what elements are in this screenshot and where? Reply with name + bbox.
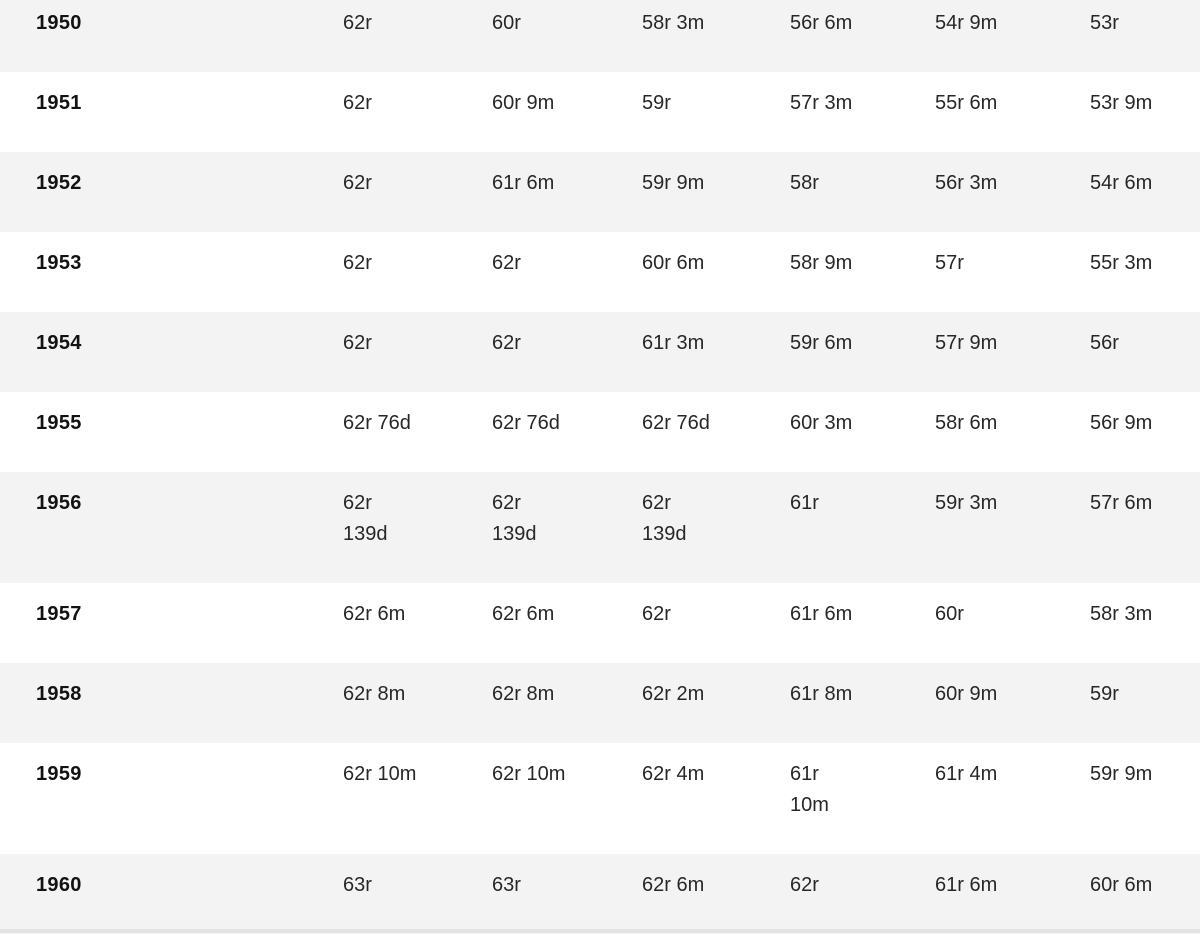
value-cell: 53r [1090, 12, 1119, 34]
value-cell: 62r 8m [343, 683, 406, 705]
value-cell: 62r [492, 332, 521, 354]
value-cell: 63r [343, 874, 372, 896]
value-cell: 62r 139d [642, 492, 687, 545]
year-cell: 1959 [36, 763, 82, 785]
value-cell: 62r 76d [343, 412, 411, 434]
value-cell: 62r 10m [492, 763, 566, 785]
value-cell: 56r [1090, 332, 1119, 354]
value-cell: 62r [492, 252, 521, 274]
value-cell: 62r 76d [492, 412, 560, 434]
value-cell: 62r 8m [492, 683, 555, 705]
value-cell: 60r [492, 12, 521, 34]
value-cell: 56r 6m [790, 12, 853, 34]
value-cell: 61r 3m [642, 332, 705, 354]
value-cell: 60r 3m [790, 412, 853, 434]
table-row: 1957 62r 6m 62r 6m 62r 61r 6m 60r 58r 3m [0, 583, 1200, 663]
value-cell: 63r [492, 874, 521, 896]
bottom-divider [0, 929, 1200, 933]
value-cell: 61r [790, 492, 819, 514]
value-cell: 62r 4m [642, 763, 705, 785]
value-cell: 62r [642, 603, 671, 625]
table-row: 1958 62r 8m 62r 8m 62r 2m 61r 8m 60r 9m … [0, 663, 1200, 743]
value-cell: 59r 6m [790, 332, 853, 354]
value-cell: 61r 6m [790, 603, 853, 625]
year-cell: 1957 [36, 603, 82, 625]
value-cell: 59r 9m [1090, 763, 1153, 785]
value-cell: 62r 10m [343, 763, 417, 785]
value-cell: 62r [343, 252, 372, 274]
value-cell: 58r [790, 172, 819, 194]
value-cell: 62r 139d [343, 492, 388, 545]
table-row: 1955 62r 76d 62r 76d 62r 76d 60r 3m 58r … [0, 392, 1200, 472]
year-cell: 1955 [36, 412, 82, 434]
value-cell: 62r 6m [343, 603, 406, 625]
table-row: 1950 62r 60r 58r 3m 56r 6m 54r 9m 53r [0, 0, 1200, 72]
table-row: 1953 62r 62r 60r 6m 58r 9m 57r 55r 3m [0, 232, 1200, 312]
value-cell: 58r 3m [642, 12, 705, 34]
table-row: 1960 63r 63r 62r 6m 62r 61r 6m 60r 6m [0, 854, 1200, 934]
value-cell: 62r [343, 332, 372, 354]
value-cell: 62r [343, 172, 372, 194]
table-row: 1951 62r 60r 9m 59r 57r 3m 55r 6m 53r 9m [0, 72, 1200, 152]
value-cell: 59r 3m [935, 492, 998, 514]
year-cell: 1958 [36, 683, 82, 705]
year-cell: 1953 [36, 252, 82, 274]
year-cell: 1950 [36, 12, 82, 34]
value-cell: 61r 4m [935, 763, 998, 785]
value-cell: 57r 6m [1090, 492, 1153, 514]
value-cell: 56r 3m [935, 172, 998, 194]
table-row: 1956 62r 139d 62r 139d 62r 139d 61r 59r … [0, 472, 1200, 583]
table-row: 1952 62r 61r 6m 59r 9m 58r 56r 3m 54r 6m [0, 152, 1200, 232]
value-cell: 59r 9m [642, 172, 705, 194]
value-cell: 60r 9m [935, 683, 998, 705]
value-cell: 54r 6m [1090, 172, 1153, 194]
value-cell: 60r 6m [642, 252, 705, 274]
year-cell: 1951 [36, 92, 82, 114]
value-cell: 55r 3m [1090, 252, 1153, 274]
year-cell: 1954 [36, 332, 82, 354]
value-cell: 61r 10m [790, 763, 829, 816]
value-cell: 62r [790, 874, 819, 896]
value-cell: 57r 9m [935, 332, 998, 354]
value-cell: 59r [642, 92, 671, 114]
value-cell: 61r 6m [935, 874, 998, 896]
value-cell: 62r 2m [642, 683, 705, 705]
value-cell: 53r 9m [1090, 92, 1153, 114]
value-cell: 58r 9m [790, 252, 853, 274]
value-cell: 62r 76d [642, 412, 710, 434]
value-cell: 55r 6m [935, 92, 998, 114]
value-cell: 57r 3m [790, 92, 853, 114]
value-cell: 54r 9m [935, 12, 998, 34]
value-cell: 62r 6m [642, 874, 705, 896]
year-cell: 1952 [36, 172, 82, 194]
value-cell: 62r [343, 92, 372, 114]
value-cell: 60r 6m [1090, 874, 1153, 896]
value-cell: 60r 9m [492, 92, 555, 114]
value-cell: 58r 3m [1090, 603, 1153, 625]
value-cell: 62r [343, 12, 372, 34]
table-row: 1959 62r 10m 62r 10m 62r 4m 61r 10m 61r … [0, 743, 1200, 854]
value-cell: 56r 9m [1090, 412, 1153, 434]
value-cell: 60r [935, 603, 964, 625]
value-cell: 59r [1090, 683, 1119, 705]
value-cell: 58r 6m [935, 412, 998, 434]
value-cell: 62r 139d [492, 492, 537, 545]
year-cell: 1956 [36, 492, 82, 514]
value-cell: 61r 6m [492, 172, 555, 194]
value-cell: 61r 8m [790, 683, 853, 705]
value-cell: 62r 6m [492, 603, 555, 625]
table-row: 1954 62r 62r 61r 3m 59r 6m 57r 9m 56r [0, 312, 1200, 392]
year-cell: 1960 [36, 874, 82, 896]
value-cell: 57r [935, 252, 964, 274]
